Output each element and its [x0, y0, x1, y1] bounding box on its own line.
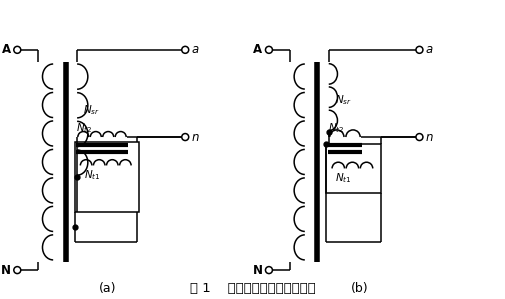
- Text: $N_{t2}$: $N_{t2}$: [76, 121, 92, 135]
- Text: $N_{t1}$: $N_{t1}$: [335, 172, 352, 185]
- Bar: [75, 142, 139, 212]
- Text: A: A: [2, 43, 11, 56]
- Text: a: a: [425, 43, 433, 56]
- Text: $N_{sr}$: $N_{sr}$: [335, 93, 351, 106]
- Text: $N_{t1}$: $N_{t1}$: [83, 169, 100, 182]
- Text: 图 1    辅助互感器串联补偿方式: 图 1 辅助互感器串联补偿方式: [189, 282, 316, 295]
- Text: $N_{t2}$: $N_{t2}$: [328, 121, 344, 135]
- Text: N: N: [253, 264, 263, 277]
- Text: N: N: [2, 264, 11, 277]
- Text: n: n: [191, 131, 198, 144]
- Text: n: n: [425, 131, 433, 144]
- Text: $N_{sr}$: $N_{sr}$: [83, 103, 100, 117]
- Text: a: a: [191, 43, 198, 56]
- Text: A: A: [254, 43, 263, 56]
- Bar: [326, 144, 381, 193]
- Text: (b): (b): [351, 282, 369, 295]
- Text: (a): (a): [99, 282, 117, 295]
